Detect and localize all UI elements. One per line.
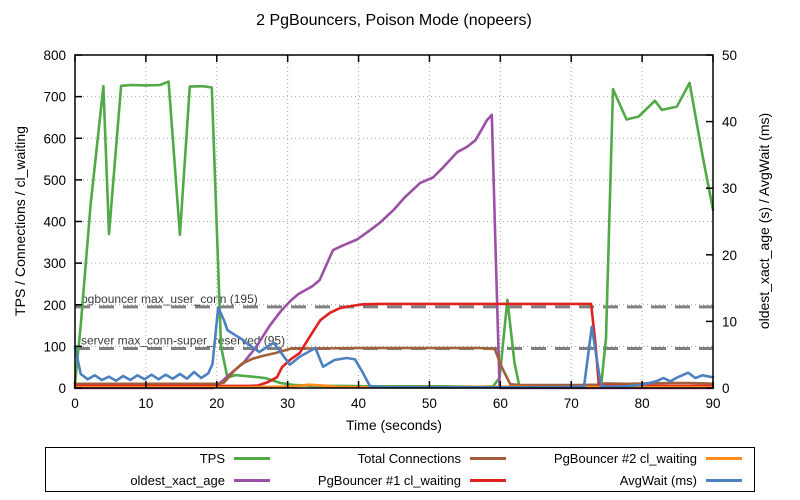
- legend-line-sample: [470, 457, 506, 461]
- y-right-tick-label: 40: [722, 115, 737, 130]
- x-tick-label: 60: [493, 396, 508, 411]
- legend-item-pgbouncer1-cl-waiting: PgBouncer #1 cl_waiting: [282, 470, 518, 492]
- legend-item-avgwait: AvgWait (ms): [518, 470, 754, 492]
- x-tick-label: 10: [138, 396, 153, 411]
- x-tick-label: 20: [209, 396, 224, 411]
- legend-label: oldest_xact_age: [130, 472, 225, 488]
- chart-title: 2 PgBouncers, Poison Mode (nopeers): [256, 12, 532, 29]
- y-right-tick-label: 10: [722, 314, 737, 329]
- x-tick-label: 80: [635, 396, 650, 411]
- x-axis-label: Time (seconds): [346, 417, 442, 433]
- y-left-tick-label: 200: [43, 298, 66, 313]
- legend-item-tps: TPS: [46, 448, 282, 470]
- legend-line-sample: [234, 457, 270, 461]
- y-left-tick-label: 0: [58, 381, 66, 396]
- y-left-tick-label: 800: [43, 48, 66, 63]
- y-right-tick-label: 20: [722, 248, 737, 263]
- legend-label: AvgWait (ms): [619, 472, 697, 488]
- x-tick-label: 50: [422, 396, 437, 411]
- legend-line-sample: [234, 478, 270, 482]
- x-tick-label: 30: [280, 396, 295, 411]
- chart-legend: TPS Total Connections PgBouncer #2 cl_wa…: [45, 447, 755, 492]
- x-tick-label: 70: [564, 396, 579, 411]
- y-right-tick-label: 30: [722, 181, 737, 196]
- y-left-tick-label: 100: [43, 339, 66, 354]
- legend-line-sample: [470, 478, 506, 482]
- x-tick-label: 40: [351, 396, 366, 411]
- legend-label: TPS: [199, 451, 225, 467]
- legend-label: PgBouncer #2 cl_waiting: [553, 451, 697, 467]
- y-left-tick-label: 700: [43, 90, 66, 105]
- y-left-tick-label: 400: [43, 215, 66, 230]
- threshold-label: server max_conn-super_reserved (95): [81, 333, 285, 347]
- y-left-tick-label: 600: [43, 131, 66, 146]
- x-tick-label: 0: [71, 396, 79, 411]
- series-line-total-connections: [73, 346, 715, 387]
- legend-item-total-connections: Total Connections: [282, 448, 518, 470]
- legend-label: PgBouncer #1 cl_waiting: [317, 472, 461, 488]
- x-tick-label: 90: [705, 396, 720, 411]
- threshold-label: pgbouncer max_user_conn (195): [81, 292, 258, 306]
- legend-label: Total Connections: [357, 451, 461, 467]
- y-right-tick-label: 0: [722, 381, 730, 396]
- legend-item-pgbouncer2-cl-waiting: PgBouncer #2 cl_waiting: [518, 448, 754, 470]
- legend-item-oldest-xact-age: oldest_xact_age: [46, 470, 282, 492]
- y-left-tick-label: 500: [43, 173, 66, 188]
- legend-line-sample: [706, 478, 742, 482]
- y-right-tick-label: 50: [722, 48, 737, 63]
- y-left-tick-label: 300: [43, 256, 66, 271]
- series-line-avgwait-ms-: [73, 306, 715, 389]
- legend-line-sample: [706, 457, 742, 461]
